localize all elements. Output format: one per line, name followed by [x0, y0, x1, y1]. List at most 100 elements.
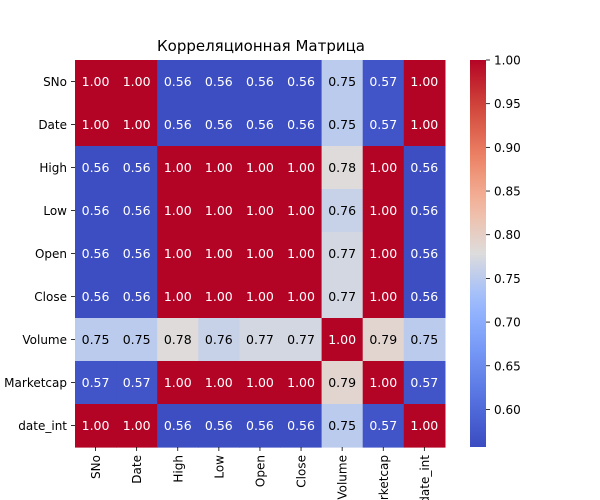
heatmap-cell [321, 232, 364, 276]
cell-value-label: 0.75 [123, 332, 151, 347]
heatmap-cell [321, 318, 364, 362]
cell-value-label: 0.56 [287, 117, 315, 132]
colorbar-tick-label: 0.70 [494, 316, 521, 330]
heatmap-cell [239, 60, 282, 104]
cell-value-label: 0.78 [328, 160, 356, 175]
x-tick-label: Close [295, 455, 309, 488]
y-tick-label: Marketcap [4, 376, 67, 390]
heatmap-cell [198, 275, 240, 319]
heatmap-cell [75, 361, 117, 405]
x-tick-label: Open [253, 455, 267, 487]
cell-value-label: 0.79 [328, 375, 356, 390]
heatmap-cell [280, 404, 323, 448]
x-tick-label: Low [212, 455, 226, 479]
y-tick-label: Volume [22, 333, 67, 347]
cell-value-label: 1.00 [246, 246, 274, 261]
heatmap-cell [198, 189, 240, 233]
heatmap-cell [321, 60, 364, 104]
heatmap-cell [239, 232, 282, 276]
cell-value-label: 1.00 [246, 375, 274, 390]
colorbar-tick-label: 0.85 [494, 185, 521, 199]
cell-value-label: 0.56 [123, 160, 151, 175]
cell-value-label: 0.56 [82, 289, 110, 304]
cell-value-label: 0.56 [123, 289, 151, 304]
cell-value-label: 0.57 [82, 375, 110, 390]
x-tick-label: Volume [336, 455, 350, 500]
x-tick-label: date_int [418, 455, 432, 500]
heatmap-cell [321, 275, 364, 319]
cell-value-label: 1.00 [205, 375, 233, 390]
y-tick-label: Close [34, 290, 67, 304]
cell-value-label: 0.56 [82, 203, 110, 218]
heatmap-cell [157, 232, 199, 276]
cell-value-label: 0.56 [410, 203, 438, 218]
heatmap-cell [116, 232, 158, 276]
cell-value-label: 1.00 [164, 160, 192, 175]
heatmap-cell [403, 318, 446, 362]
heatmap-cell [116, 361, 158, 405]
cell-value-label: 1.00 [123, 74, 151, 89]
heatmap-cell [75, 318, 117, 362]
y-tick-label: Low [43, 204, 67, 218]
heatmap-cell [75, 189, 117, 233]
cell-value-label: 1.00 [410, 117, 438, 132]
heatmap-cell [75, 404, 117, 448]
cell-value-label: 0.56 [410, 160, 438, 175]
heatmap-cell [321, 146, 364, 190]
heatmap-cell [116, 60, 158, 104]
heatmap-cell [116, 318, 158, 362]
heatmap-cell [362, 60, 405, 104]
heatmap-cell [157, 404, 199, 448]
x-tick-label: High [171, 455, 185, 483]
heatmap-cell [198, 361, 240, 405]
heatmap-cell [321, 103, 364, 147]
cell-value-label: 0.78 [164, 332, 192, 347]
heatmap-cell [362, 361, 405, 405]
heatmap-cell [157, 318, 199, 362]
heatmap-cell [280, 361, 323, 405]
cell-value-label: 0.56 [82, 246, 110, 261]
heatmap-cell [198, 404, 240, 448]
cell-value-label: 1.00 [328, 332, 356, 347]
heatmap-cell [403, 275, 446, 319]
cell-value-label: 0.56 [287, 418, 315, 433]
cell-value-label: 1.00 [205, 203, 233, 218]
colorbar-gradient [470, 60, 486, 447]
cell-value-label: 1.00 [123, 418, 151, 433]
cell-value-label: 0.56 [164, 117, 192, 132]
heatmap-cell [403, 189, 446, 233]
heatmap-cell [362, 275, 405, 319]
cell-value-label: 0.76 [205, 332, 233, 347]
heatmap-cell [198, 232, 240, 276]
cell-value-label: 1.00 [287, 160, 315, 175]
cell-value-label: 1.00 [369, 160, 397, 175]
heatmap-cell [362, 189, 405, 233]
x-tick-label: SNo [89, 455, 103, 479]
cell-value-label: 0.77 [246, 332, 274, 347]
y-axis: SNo Date High Low Open Close Volume Marketcap da… [4, 75, 75, 433]
cell-value-label: 0.56 [205, 117, 233, 132]
heatmap-cell [239, 146, 282, 190]
heatmap-cell [116, 189, 158, 233]
cell-value-label: 1.00 [164, 375, 192, 390]
cell-value-label: 1.00 [410, 74, 438, 89]
heatmap-cell [280, 146, 323, 190]
cell-value-label: 1.00 [369, 375, 397, 390]
cell-value-label: 1.00 [123, 117, 151, 132]
x-tick-label: Date [130, 455, 144, 484]
colorbar-tick-label: 1.00 [494, 54, 521, 68]
cell-value-label: 1.00 [82, 117, 110, 132]
cell-value-label: 1.00 [287, 203, 315, 218]
cell-value-label: 1.00 [369, 203, 397, 218]
heatmap-cell [198, 318, 240, 362]
y-tick-label: date_int [18, 419, 67, 433]
cell-value-label: 0.56 [164, 418, 192, 433]
heatmap-cell [239, 103, 282, 147]
cell-value-label: 0.56 [205, 74, 233, 89]
heatmap-cell [403, 404, 446, 448]
cell-value-label: 0.77 [328, 246, 356, 261]
heatmap-cell [321, 404, 364, 448]
heatmap-cell [75, 232, 117, 276]
heatmap-cell [362, 318, 405, 362]
